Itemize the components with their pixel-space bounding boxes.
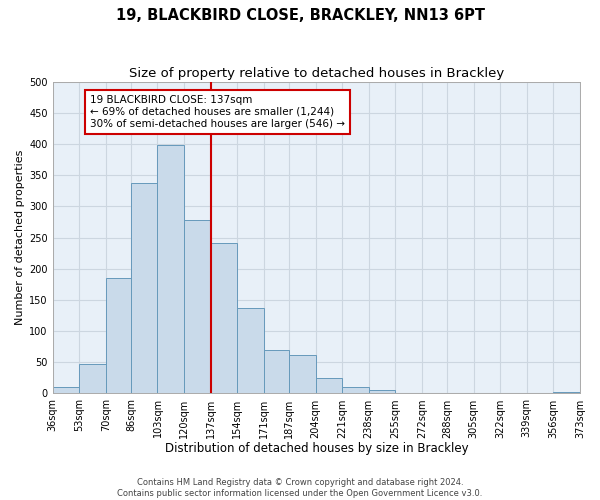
Bar: [211, 242, 238, 394]
Text: Contains HM Land Registry data © Crown copyright and database right 2024.
Contai: Contains HM Land Registry data © Crown c…: [118, 478, 482, 498]
Bar: [53, 387, 79, 394]
Bar: [289, 355, 316, 394]
Text: 19 BLACKBIRD CLOSE: 137sqm
← 69% of detached houses are smaller (1,244)
30% of s: 19 BLACKBIRD CLOSE: 137sqm ← 69% of deta…: [90, 96, 345, 128]
Text: 19, BLACKBIRD CLOSE, BRACKLEY, NN13 6PT: 19, BLACKBIRD CLOSE, BRACKLEY, NN13 6PT: [115, 8, 485, 22]
Bar: [264, 350, 289, 394]
Bar: [131, 182, 157, 394]
Bar: [184, 220, 211, 394]
Bar: [369, 390, 395, 394]
Title: Size of property relative to detached houses in Brackley: Size of property relative to detached ho…: [129, 68, 504, 80]
Bar: [238, 308, 264, 394]
Bar: [157, 146, 184, 394]
Bar: [106, 278, 131, 394]
Bar: [342, 387, 369, 394]
X-axis label: Distribution of detached houses by size in Brackley: Distribution of detached houses by size …: [164, 442, 468, 455]
Bar: [79, 364, 106, 394]
Bar: [316, 378, 342, 394]
Bar: [553, 392, 580, 394]
Y-axis label: Number of detached properties: Number of detached properties: [15, 150, 25, 326]
